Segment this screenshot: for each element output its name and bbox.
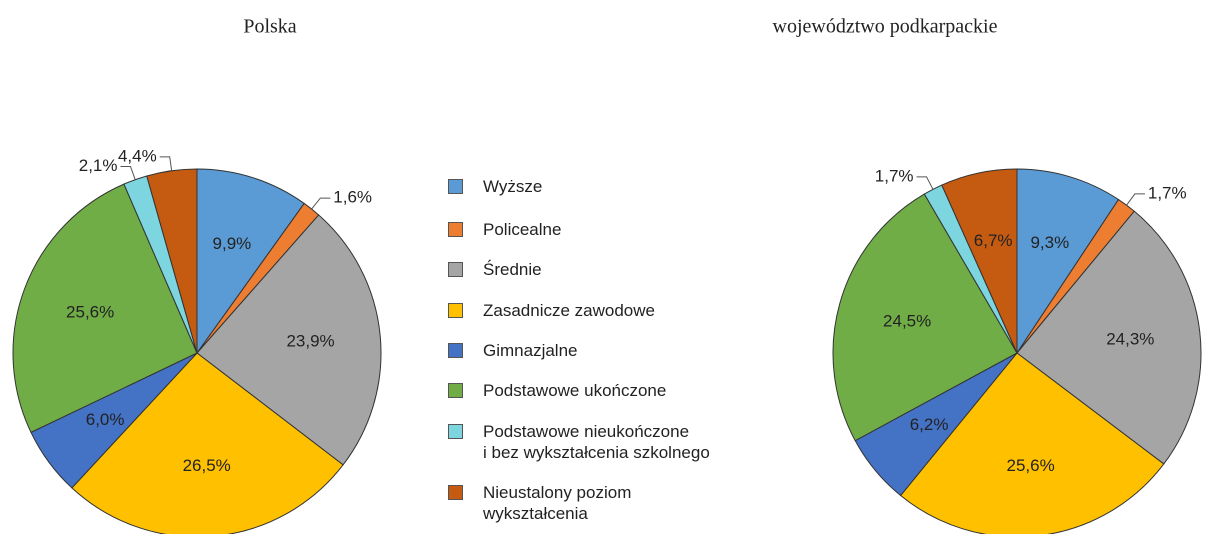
legend-swatch bbox=[448, 343, 463, 358]
data-label: 1,6% bbox=[333, 188, 372, 207]
pie-slice bbox=[941, 168, 1018, 354]
legend-label: Wyższe bbox=[483, 177, 543, 196]
data-label: 24,3% bbox=[1106, 329, 1154, 348]
pie-slice bbox=[71, 352, 344, 534]
legend-label: Nieustalony poziom wykształcenia bbox=[483, 483, 632, 523]
legend-swatch bbox=[448, 179, 463, 194]
chart-title: województwo podkarpackie bbox=[773, 16, 998, 38]
legend-item: Policealne bbox=[448, 219, 710, 240]
leader-line bbox=[916, 176, 934, 190]
legend-swatch bbox=[448, 485, 463, 500]
data-label: 9,9% bbox=[213, 234, 252, 253]
leader-line bbox=[1126, 193, 1145, 206]
pie-slice bbox=[12, 183, 198, 434]
legend-label: Podstawowe nieukończone i bez wykształce… bbox=[483, 422, 710, 462]
legend-item: Podstawowe nieukończone i bez wykształce… bbox=[448, 421, 710, 463]
chart-title: Polska bbox=[243, 16, 296, 38]
pie-slice bbox=[832, 193, 1018, 442]
legend-swatch bbox=[448, 262, 463, 277]
legend-label: Gimnazjalne bbox=[483, 341, 578, 360]
data-label: 23,9% bbox=[286, 331, 334, 350]
legend-item: Podstawowe ukończone bbox=[448, 380, 710, 401]
legend-label: Podstawowe ukończone bbox=[483, 381, 667, 400]
data-label: 26,5% bbox=[183, 456, 231, 475]
pie-slice bbox=[146, 168, 198, 354]
legend-item: Zasadnicze zawodowe bbox=[448, 300, 710, 321]
data-label: 25,6% bbox=[1006, 456, 1054, 475]
legend-item: Gimnazjalne bbox=[448, 340, 710, 361]
leader-line bbox=[311, 197, 331, 210]
legend-item: Nieustalony poziom wykształcenia bbox=[448, 482, 710, 524]
data-label: 9,3% bbox=[1030, 233, 1069, 252]
leader-line bbox=[159, 156, 173, 171]
leader-line bbox=[120, 165, 136, 180]
pie-slice bbox=[1016, 210, 1202, 465]
legend-swatch bbox=[448, 303, 463, 318]
pie-slice bbox=[1016, 168, 1120, 355]
data-label: 6,7% bbox=[974, 231, 1013, 250]
data-label: 2,1% bbox=[79, 156, 118, 175]
legend: Wyższe Policealne Średnie Zasadnicze zawodo… bbox=[448, 176, 710, 524]
legend-item: Wyższe bbox=[448, 176, 710, 197]
pie-slice bbox=[196, 214, 382, 466]
data-label: 25,6% bbox=[66, 302, 114, 321]
legend-label: Średnie bbox=[483, 260, 542, 279]
pie-slice bbox=[196, 168, 305, 355]
legend-swatch bbox=[448, 222, 463, 237]
pie-slice bbox=[899, 352, 1165, 534]
data-label: 6,0% bbox=[86, 410, 125, 429]
data-label: 4,4% bbox=[118, 146, 157, 165]
legend-label: Zasadnicze zawodowe bbox=[483, 301, 655, 320]
data-label: 24,5% bbox=[883, 312, 931, 331]
legend-item: Średnie bbox=[448, 259, 710, 280]
legend-swatch bbox=[448, 424, 463, 439]
legend-swatch bbox=[448, 383, 463, 398]
data-label: 1,7% bbox=[1148, 183, 1187, 202]
legend-label: Policealne bbox=[483, 220, 562, 239]
data-label: 1,7% bbox=[875, 166, 914, 185]
data-label: 6,2% bbox=[910, 415, 949, 434]
